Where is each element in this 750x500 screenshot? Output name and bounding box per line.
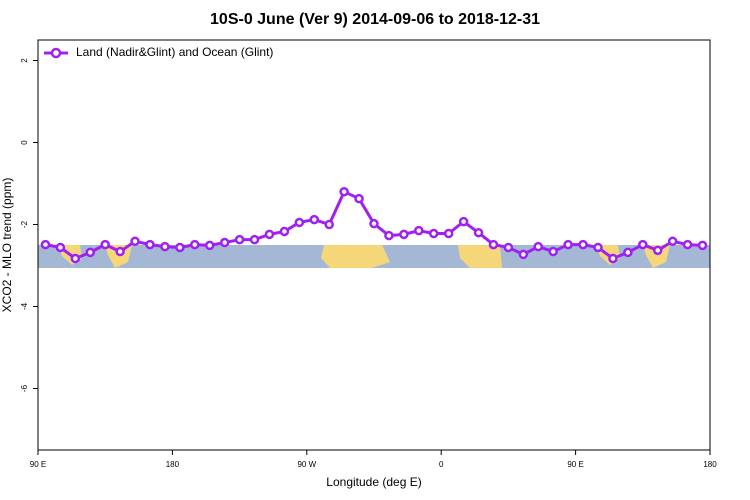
x-tick-label: 90 E bbox=[30, 460, 46, 469]
point bbox=[578, 239, 588, 250]
point bbox=[309, 214, 320, 225]
point bbox=[100, 239, 110, 250]
x-tick-label: 0 bbox=[439, 460, 444, 469]
plot-frame bbox=[37, 39, 711, 451]
chart-title: 10S-0 June (Ver 9) 2014-09-06 to 2018-12… bbox=[210, 11, 540, 28]
point bbox=[414, 225, 424, 236]
map-strip bbox=[38, 245, 710, 268]
point bbox=[145, 239, 155, 250]
point bbox=[354, 193, 364, 204]
point bbox=[473, 227, 484, 238]
x-tick-label: 180 bbox=[703, 460, 717, 469]
point bbox=[160, 241, 170, 252]
y-tick-label: -4 bbox=[20, 302, 29, 310]
point bbox=[608, 253, 618, 264]
y-tick-label: 0 bbox=[20, 140, 29, 145]
point bbox=[638, 239, 648, 250]
legend-label: Land (Nadir&Glint) and Ocean (Glint) bbox=[76, 45, 273, 59]
point bbox=[130, 236, 140, 247]
y-tick-label: -2 bbox=[20, 220, 29, 228]
legend-marker bbox=[50, 47, 62, 59]
y-tick-label: 2 bbox=[20, 58, 29, 63]
point bbox=[324, 219, 334, 230]
point bbox=[428, 228, 439, 239]
point bbox=[518, 249, 529, 260]
point bbox=[339, 186, 349, 197]
point bbox=[384, 230, 394, 241]
point bbox=[40, 239, 51, 250]
point bbox=[234, 234, 245, 245]
point bbox=[55, 242, 66, 253]
point bbox=[593, 242, 603, 253]
point bbox=[369, 218, 379, 229]
point bbox=[682, 239, 693, 250]
x-axis-label: Longitude (deg E) bbox=[326, 475, 421, 489]
y-tick-label: -6 bbox=[20, 384, 29, 392]
point bbox=[488, 239, 499, 250]
point bbox=[264, 229, 275, 240]
y-axis-label: XCO2 - MLO trend (ppm) bbox=[0, 178, 14, 313]
point bbox=[175, 242, 185, 253]
point bbox=[279, 226, 290, 237]
point bbox=[219, 237, 230, 248]
point bbox=[652, 245, 663, 256]
point bbox=[697, 240, 708, 251]
point bbox=[190, 239, 200, 250]
point bbox=[533, 241, 544, 252]
point bbox=[458, 216, 469, 227]
x-tick-label: 90 E bbox=[567, 460, 583, 469]
point bbox=[85, 247, 96, 258]
point bbox=[70, 253, 81, 264]
x-tick-label: 90 W bbox=[297, 460, 316, 469]
point bbox=[399, 229, 409, 240]
point bbox=[204, 240, 215, 251]
point bbox=[563, 239, 573, 250]
point bbox=[294, 217, 305, 228]
point bbox=[548, 246, 558, 257]
point bbox=[667, 236, 678, 247]
point bbox=[623, 247, 633, 258]
point bbox=[443, 228, 454, 239]
point bbox=[115, 246, 125, 257]
point bbox=[249, 234, 260, 245]
point bbox=[503, 242, 514, 253]
x-tick-label: 180 bbox=[166, 460, 180, 469]
